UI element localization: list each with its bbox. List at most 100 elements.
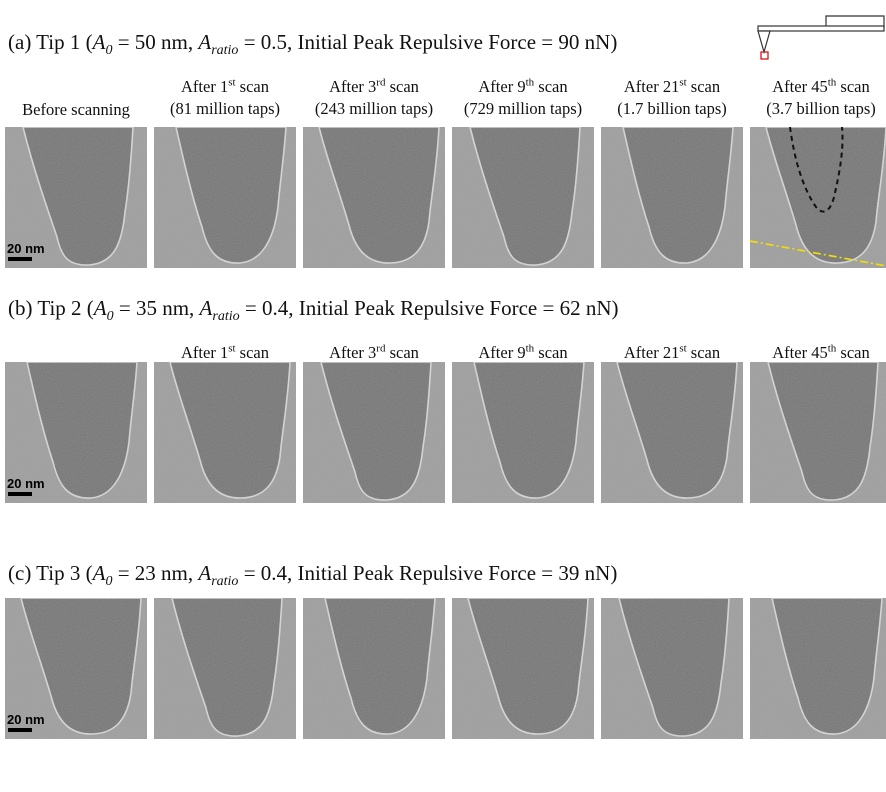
tem-image <box>601 362 743 503</box>
row-title: (a) Tip 1 (A0 = 50 nm, Aratio = 0.5, Ini… <box>8 30 617 59</box>
tem-image <box>154 362 296 503</box>
caption-text: After 45 <box>772 77 827 96</box>
caption-line: After 1st scan <box>150 76 300 98</box>
texture <box>452 598 594 739</box>
row-title: (b) Tip 2 (A0 = 35 nm, Aratio = 0.4, Ini… <box>8 296 618 325</box>
caption-superscript: th <box>526 77 535 89</box>
caption-end: scan <box>836 343 869 362</box>
title-label: (a) Tip 1 ( <box>8 30 93 54</box>
title-label: (b) Tip 2 ( <box>8 296 94 320</box>
caption-taps: (729 million taps) <box>448 98 598 120</box>
panel-caption: After 3rd scan(243 million taps) <box>299 76 449 120</box>
texture <box>750 362 886 503</box>
texture <box>154 362 296 503</box>
texture <box>601 362 743 503</box>
texture <box>303 598 445 739</box>
scale-bar-label: 20 nm <box>7 476 45 491</box>
panel-caption: After 1st scan(81 million taps) <box>150 76 300 120</box>
row-title: (c) Tip 3 (A0 = 23 nm, Aratio = 0.4, Ini… <box>8 561 617 590</box>
caption-end: scan <box>836 77 869 96</box>
caption-line: After 9th scan <box>448 76 598 98</box>
caption-text: After 3 <box>329 77 376 96</box>
ratio-symbol: Aratio <box>198 30 238 54</box>
tem-image <box>601 598 743 739</box>
cantilever-icon <box>756 8 886 78</box>
scale-bar <box>8 728 32 732</box>
caption-end: scan <box>687 343 720 362</box>
tem-image <box>750 598 886 739</box>
ratio-subscript: ratio <box>212 309 239 324</box>
texture <box>750 127 886 268</box>
ratio-symbol: Aratio <box>198 561 238 585</box>
caption-text: After 9 <box>478 77 525 96</box>
caption-superscript: th <box>526 343 535 355</box>
caption-superscript: th <box>828 77 837 89</box>
texture <box>452 127 594 268</box>
texture <box>452 362 594 503</box>
panel-caption: After 9th scan(729 million taps) <box>448 76 598 120</box>
caption-end: scan <box>534 77 567 96</box>
caption-superscript: th <box>828 343 837 355</box>
caption-line: After 1st scan <box>150 342 300 364</box>
caption-end: scan <box>236 77 269 96</box>
caption-taps: (81 million taps) <box>150 98 300 120</box>
texture <box>601 598 743 739</box>
caption-line: After 45th scan <box>746 76 886 98</box>
caption-text: After 9 <box>478 343 525 362</box>
caption-end: scan <box>385 343 418 362</box>
amplitude-value: = 35 nm, <box>114 296 200 320</box>
amplitude-subscript: 0 <box>107 309 114 324</box>
panel-caption: After 45th scan(3.7 billion taps) <box>746 76 886 120</box>
texture <box>601 127 743 268</box>
tem-image <box>303 127 445 268</box>
caption-text: After 45 <box>772 343 827 362</box>
tem-image <box>154 127 296 268</box>
scale-bar <box>8 492 32 496</box>
caption-superscript: st <box>679 77 686 89</box>
caption-superscript: st <box>228 343 235 355</box>
caption-text: After 21 <box>624 77 679 96</box>
caption-text: After 21 <box>624 343 679 362</box>
title-label: (c) Tip 3 ( <box>8 561 93 585</box>
ratio-subscript: ratio <box>211 43 238 58</box>
tem-image <box>452 362 594 503</box>
caption-end: scan <box>534 343 567 362</box>
texture <box>154 127 296 268</box>
title-rest: = 0.5, Initial Peak Repulsive Force = 90… <box>238 30 617 54</box>
caption-line: After 21st scan <box>597 76 747 98</box>
ratio-symbol: Aratio <box>200 296 240 320</box>
amplitude-symbol: A0 <box>93 561 113 585</box>
amplitude-value: = 50 nm, <box>112 30 198 54</box>
caption-superscript: st <box>228 77 235 89</box>
amplitude-symbol: A0 <box>94 296 114 320</box>
tem-image <box>601 127 743 268</box>
tem-image <box>154 598 296 739</box>
scale-bar <box>8 257 32 261</box>
caption-superscript: st <box>679 343 686 355</box>
texture <box>154 598 296 739</box>
caption-taps: (3.7 billion taps) <box>746 98 886 120</box>
caption-end: scan <box>236 343 269 362</box>
texture <box>303 127 445 268</box>
caption-taps: (243 million taps) <box>299 98 449 120</box>
scale-bar-label: 20 nm <box>7 241 45 256</box>
caption-line: After 3rd scan <box>299 76 449 98</box>
tem-image <box>452 127 594 268</box>
title-rest: = 0.4, Initial Peak Repulsive Force = 39… <box>238 561 617 585</box>
tem-image <box>452 598 594 739</box>
title-rest: = 0.4, Initial Peak Repulsive Force = 62… <box>240 296 619 320</box>
caption-text: After 1 <box>181 343 228 362</box>
caption-text: After 3 <box>329 343 376 362</box>
panel-caption: Before scanning <box>1 99 151 121</box>
caption-taps: (1.7 billion taps) <box>597 98 747 120</box>
texture <box>303 362 445 503</box>
caption-line: After 45th scan <box>746 342 886 364</box>
tem-image <box>303 362 445 503</box>
scale-bar-label: 20 nm <box>7 712 45 727</box>
caption-line: After 9th scan <box>448 342 598 364</box>
amplitude-symbol: A0 <box>93 30 113 54</box>
caption-line: After 3rd scan <box>299 342 449 364</box>
tem-image <box>750 127 886 268</box>
panel-caption: After 21st scan(1.7 billion taps) <box>597 76 747 120</box>
texture <box>750 598 886 739</box>
